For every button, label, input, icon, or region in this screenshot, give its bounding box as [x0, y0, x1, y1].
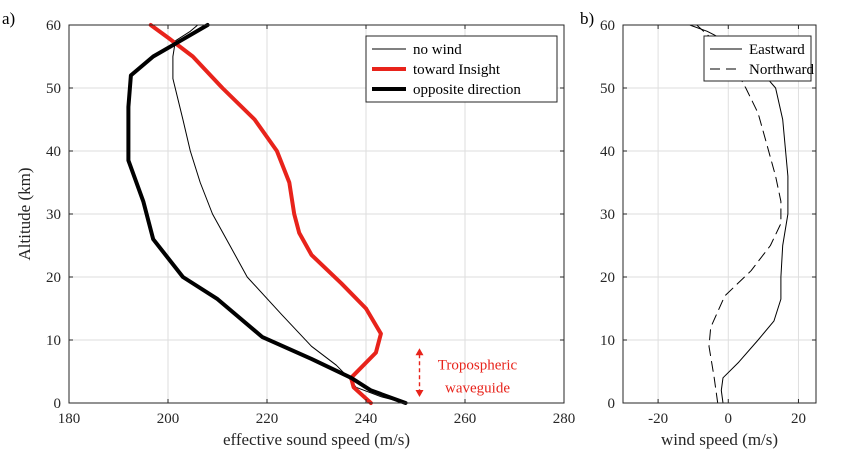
- a-legend-label-opposite-direction: opposite direction: [413, 82, 521, 98]
- a-y-tick-label: 50: [46, 81, 61, 97]
- b-y-tick-label: 30: [600, 207, 615, 223]
- a-y-tick-label: 0: [54, 396, 62, 412]
- a-y-tick-label: 10: [46, 333, 61, 349]
- b-y-tick-label: 0: [608, 396, 616, 412]
- a-x-tick-label: 260: [454, 411, 477, 427]
- waveguide-arrow-head-bottom: [415, 390, 424, 397]
- b-y-tick-label: 60: [600, 18, 615, 34]
- a-y-tick-label: 30: [46, 207, 61, 223]
- a-y-tick-label: 20: [46, 270, 61, 286]
- b-y-tick-label: 20: [600, 270, 615, 286]
- a-x-tick-label: 180: [58, 411, 81, 427]
- b-y-tick-label: 40: [600, 144, 615, 160]
- panel-a-legend: no wind toward Insight opposite direction: [365, 35, 558, 103]
- a-x-tick-label: 220: [256, 411, 279, 427]
- panel-a: a) 180 200 220 240 260 280 0 10 20 30 40 50 60 effec…: [2, 9, 575, 449]
- b-y-tick-label: 50: [600, 81, 615, 97]
- b-legend-label-eastward: Eastward: [749, 42, 805, 58]
- a-legend-label-no-wind: no wind: [413, 42, 462, 58]
- panel-a-x-axis-label: effective sound speed (m/s): [223, 430, 410, 449]
- a-legend-label-toward-insight: toward Insight: [413, 62, 501, 78]
- a-x-tick-label: 240: [355, 411, 378, 427]
- a-x-tick-label: 200: [157, 411, 180, 427]
- a-y-tick-label: 60: [46, 18, 61, 34]
- panel-b-grid: [623, 24, 816, 404]
- b-legend-box: [703, 35, 812, 82]
- panel-a-y-axis-label: Altitude (km): [15, 167, 34, 260]
- waveguide-label-line-2: waveguide: [445, 380, 510, 396]
- panel-b-legend: Eastward Northward: [703, 35, 814, 82]
- b-x-tick-label: 20: [791, 411, 806, 427]
- b-x-tick-label: 0: [725, 411, 733, 427]
- a-x-tick-label: 280: [553, 411, 576, 427]
- panel-a-series: [126, 23, 408, 405]
- a-y-tick-label: 40: [46, 144, 61, 160]
- panel-a-label: a): [2, 9, 15, 28]
- panel-b-ticks: -20 0 20 0 10 20 30 40 50 60: [600, 18, 816, 427]
- b-x-tick-label: -20: [648, 411, 668, 427]
- a-series-line-opposite-direction: [126, 23, 408, 405]
- tropospheric-waveguide-annotation: Tropospheric waveguide: [415, 348, 518, 397]
- waveguide-label-line-1: Tropospheric: [438, 358, 518, 374]
- panel-a-ticks: 180 200 220 240 260 280 0 10 20 30 40 50 60: [46, 18, 575, 427]
- b-legend-label-northward: Northward: [749, 62, 814, 78]
- panel-b-x-axis-label: wind speed (m/s): [661, 430, 778, 449]
- waveguide-arrow-head-top: [415, 348, 424, 356]
- a-series-line-toward-insight: [148, 23, 383, 405]
- panel-b-label: b): [580, 9, 594, 28]
- b-y-tick-label: 10: [600, 333, 615, 349]
